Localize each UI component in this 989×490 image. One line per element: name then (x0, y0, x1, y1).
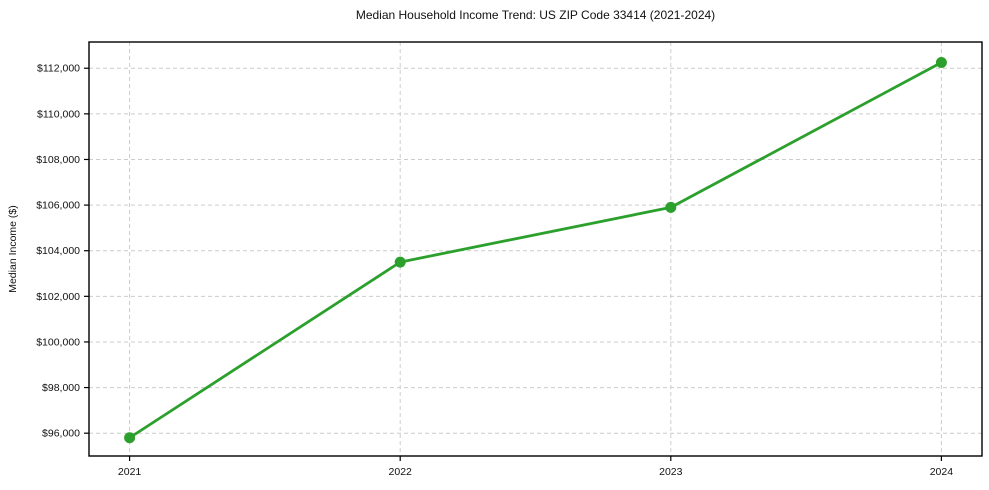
x-tick-label: 2023 (659, 466, 683, 478)
y-tick-label: $106,000 (36, 200, 80, 212)
y-tick-label: $110,000 (37, 108, 80, 120)
y-tick-label: $96,000 (42, 428, 80, 440)
data-point-marker (665, 201, 677, 213)
y-tick-label: $102,000 (36, 291, 80, 303)
y-tick-label: $108,000 (36, 154, 80, 166)
data-point-marker (394, 256, 406, 268)
y-tick-label: $112,000 (37, 63, 80, 75)
data-point-marker (935, 57, 947, 69)
x-tick-label: 2024 (930, 466, 954, 478)
y-tick-label: $100,000 (36, 336, 80, 348)
trend-line (128, 61, 943, 440)
x-tick-label: 2021 (118, 466, 142, 478)
chart-title: Median Household Income Trend: US ZIP Co… (355, 8, 716, 22)
axes-frame (88, 41, 983, 457)
y-tick-label: $104,000 (36, 245, 80, 257)
x-tick-label: 2022 (389, 466, 413, 478)
data-point-marker (124, 432, 136, 444)
y-tick-label: $98,000 (42, 382, 80, 394)
